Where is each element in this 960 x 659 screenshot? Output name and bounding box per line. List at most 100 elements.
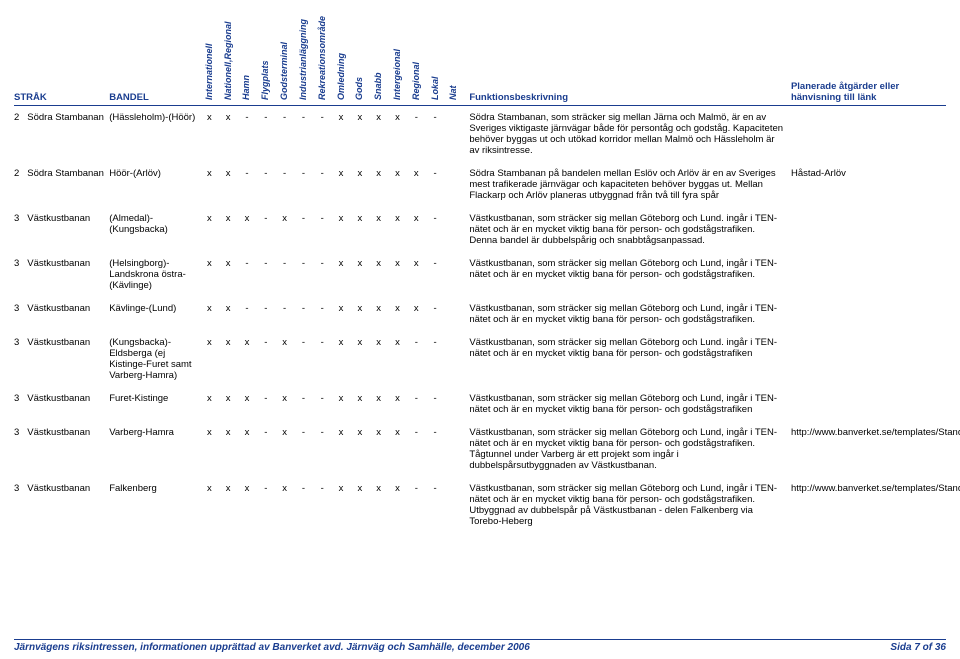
cell-mark: - [275, 297, 294, 331]
cell-mark: x [350, 252, 369, 297]
cell-mark: x [200, 477, 219, 533]
cell-n: 3 [14, 331, 27, 387]
table-row: 3VästkustbananVarberg-Hamraxxx-x--xxxx--… [14, 421, 946, 477]
cell-mark: - [238, 106, 257, 163]
cell-mark: - [313, 477, 332, 533]
cell-mark: - [407, 106, 426, 163]
cell-mark: x [219, 252, 238, 297]
page-footer: Järnvägens riksintressen, informationen … [14, 639, 946, 653]
table-row: 3VästkustbananKävlinge-(Lund)xx-----xxxx… [14, 297, 946, 331]
cell-mark [445, 106, 464, 163]
cell-mark: - [256, 162, 275, 207]
cell-mark: x [350, 331, 369, 387]
cell-strak: Västkustbanan [27, 207, 109, 252]
cell-action: http://www.banverket.se/templates/Standa… [791, 421, 946, 477]
col-vh-0: Internationell [200, 8, 219, 106]
cell-mark [445, 477, 464, 533]
cell-mark: - [407, 331, 426, 387]
cell-mark: - [313, 331, 332, 387]
cell-action [791, 387, 946, 421]
cell-mark [445, 387, 464, 421]
col-vh-12: Lokal [426, 8, 445, 106]
cell-n: 3 [14, 207, 27, 252]
col-funktionsbeskrivning: Funktionsbeskrivning [463, 8, 791, 106]
cell-bandel: Furet-Kistinge [109, 387, 200, 421]
cell-mark: - [275, 106, 294, 163]
cell-mark: x [369, 477, 388, 533]
col-vh-8: Gods [350, 8, 369, 106]
cell-mark: x [388, 106, 407, 163]
cell-mark: x [238, 207, 257, 252]
footer-right: Sida 7 of 36 [890, 642, 946, 653]
cell-mark: x [388, 331, 407, 387]
col-vh-10: Intergeional [388, 8, 407, 106]
cell-mark [445, 297, 464, 331]
cell-strak: Södra Stambanan [27, 162, 109, 207]
cell-n: 2 [14, 106, 27, 163]
cell-mark: - [313, 106, 332, 163]
cell-mark: x [200, 162, 219, 207]
cell-mark: x [332, 207, 351, 252]
col-vh-5: Industrianläggning [294, 8, 313, 106]
cell-n: 3 [14, 477, 27, 533]
cell-mark: x [219, 331, 238, 387]
cell-mark: x [200, 207, 219, 252]
cell-mark: - [426, 421, 445, 477]
cell-mark: x [388, 387, 407, 421]
cell-mark: x [219, 207, 238, 252]
cell-desc: Västkustbanan, som sträcker sig mellan G… [463, 252, 791, 297]
rail-interest-table: STRÅK BANDEL Internationell Nationell,Re… [14, 8, 946, 533]
cell-mark: - [294, 477, 313, 533]
cell-mark: x [332, 387, 351, 421]
cell-mark: x [219, 162, 238, 207]
cell-mark: - [275, 162, 294, 207]
cell-mark: - [313, 162, 332, 207]
footer-left: Järnvägens riksintressen, informationen … [14, 642, 530, 653]
cell-mark: x [332, 252, 351, 297]
table-row: 2Södra Stambanan(Hässleholm)-(Höör)xx---… [14, 106, 946, 163]
cell-mark [445, 331, 464, 387]
cell-mark: x [388, 477, 407, 533]
cell-action [791, 331, 946, 387]
cell-mark: x [219, 106, 238, 163]
cell-mark: x [238, 331, 257, 387]
cell-mark: x [388, 421, 407, 477]
cell-mark: x [350, 207, 369, 252]
cell-mark: - [313, 387, 332, 421]
cell-mark: x [275, 421, 294, 477]
cell-mark: x [200, 421, 219, 477]
cell-bandel: Kävlinge-(Lund) [109, 297, 200, 331]
cell-mark: x [332, 297, 351, 331]
cell-desc: Västkustbanan, som sträcker sig mellan G… [463, 207, 791, 252]
cell-desc: Västkustbanan, som sträcker sig mellan G… [463, 331, 791, 387]
cell-strak: Västkustbanan [27, 477, 109, 533]
cell-mark: - [294, 207, 313, 252]
cell-mark: x [200, 387, 219, 421]
cell-mark: x [369, 162, 388, 207]
cell-mark: x [369, 297, 388, 331]
cell-mark: - [294, 252, 313, 297]
cell-desc: Västkustbanan, som sträcker sig mellan G… [463, 421, 791, 477]
table-row: 3Västkustbanan(Almedal)-(Kungsbacka)xxx-… [14, 207, 946, 252]
cell-n: 3 [14, 421, 27, 477]
cell-mark: - [275, 252, 294, 297]
cell-action [791, 207, 946, 252]
cell-mark: - [238, 297, 257, 331]
cell-action [791, 252, 946, 297]
cell-strak: Västkustbanan [27, 331, 109, 387]
cell-strak: Västkustbanan [27, 421, 109, 477]
cell-mark: - [313, 297, 332, 331]
cell-mark: - [313, 252, 332, 297]
cell-mark: x [332, 421, 351, 477]
table-header-row: STRÅK BANDEL Internationell Nationell,Re… [14, 8, 946, 106]
cell-mark: x [350, 421, 369, 477]
cell-mark: x [369, 252, 388, 297]
col-vh-11: Regional [407, 8, 426, 106]
cell-mark: x [369, 207, 388, 252]
cell-mark: - [407, 421, 426, 477]
cell-bandel: (Kungsbacka)- Eldsberga (ej Kistinge-Fur… [109, 331, 200, 387]
col-bandel: BANDEL [109, 8, 200, 106]
cell-mark: x [407, 162, 426, 207]
cell-mark: - [426, 106, 445, 163]
table-row: 3Västkustbanan(Kungsbacka)- Eldsberga (e… [14, 331, 946, 387]
